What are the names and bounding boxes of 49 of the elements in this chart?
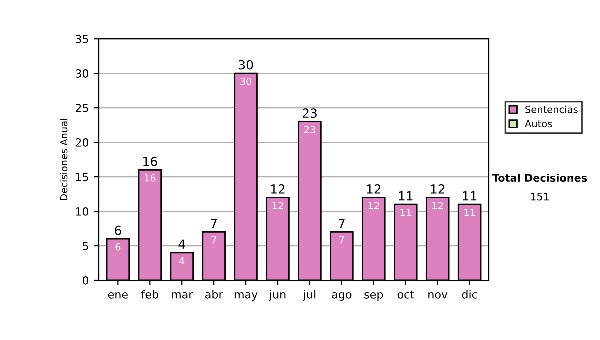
data-label: 12 xyxy=(368,202,380,210)
x-tick-label: jun xyxy=(269,290,286,301)
x-tick-label: feb xyxy=(142,290,158,299)
total-label: 7 xyxy=(211,219,217,228)
y-tick-label: 10 xyxy=(76,208,89,216)
y-tick-label: 20 xyxy=(76,138,89,147)
total-label: 16 xyxy=(144,156,158,166)
data-label: 30 xyxy=(240,78,252,86)
text: 151 xyxy=(531,193,549,201)
x-tick-label: mar xyxy=(172,292,194,299)
data-label: 12 xyxy=(272,202,284,210)
x-tick-label: ago xyxy=(332,292,352,301)
x-tick-label: dic xyxy=(462,290,478,299)
y-tick-label: 25 xyxy=(76,104,88,112)
data-label: 7 xyxy=(212,236,216,244)
y-tick-label: 5 xyxy=(83,242,88,250)
total-label: 12 xyxy=(367,184,381,194)
total-label: 4 xyxy=(178,240,186,249)
data-label: 23 xyxy=(304,126,316,134)
total-label: 23 xyxy=(302,108,317,118)
total-label: 6 xyxy=(115,226,122,236)
x-tick-label: may xyxy=(234,292,258,301)
y-axis-title: Decisiones Anual xyxy=(60,119,68,200)
total-label: 11 xyxy=(399,192,413,201)
x-tick-label: abr xyxy=(206,290,224,299)
total-label: 12 xyxy=(271,184,285,194)
text: Total Decisiones xyxy=(492,174,588,182)
legend-label: Autos xyxy=(525,120,552,128)
x-tick-label: ene xyxy=(108,292,128,299)
data-label: 11 xyxy=(400,209,412,216)
data-label: 11 xyxy=(464,209,476,216)
x-tick-label: oct xyxy=(398,290,414,299)
total-label: 30 xyxy=(239,60,254,70)
data-label: 12 xyxy=(432,202,444,210)
data-label: 7 xyxy=(340,236,344,244)
data-label: 6 xyxy=(116,243,121,251)
x-tick-label: jul xyxy=(303,290,316,301)
total-label: 7 xyxy=(339,219,345,228)
data-label: 4 xyxy=(179,257,185,264)
total-label: 12 xyxy=(431,184,445,194)
x-tick-label: nov xyxy=(428,292,448,299)
legend-label: Sentencias xyxy=(526,106,578,114)
y-tick-label: 30 xyxy=(76,70,89,78)
y-tick-label: 0 xyxy=(82,276,89,285)
data-label: 16 xyxy=(145,174,156,182)
total-label: 11 xyxy=(463,192,477,201)
y-tick-label: 35 xyxy=(76,35,88,44)
y-tick-label: 15 xyxy=(76,173,88,182)
x-tick-label: sep xyxy=(364,292,384,301)
